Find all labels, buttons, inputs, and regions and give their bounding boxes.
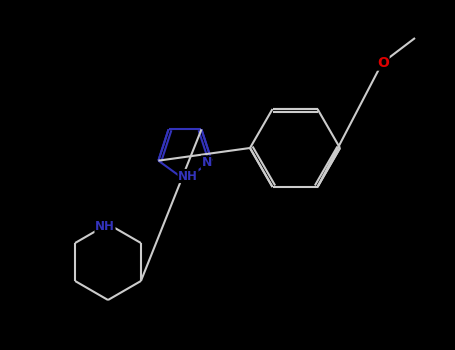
Text: NH: NH xyxy=(95,219,115,232)
Text: O: O xyxy=(377,56,389,70)
Text: N: N xyxy=(202,156,212,169)
Text: NH: NH xyxy=(178,169,198,182)
